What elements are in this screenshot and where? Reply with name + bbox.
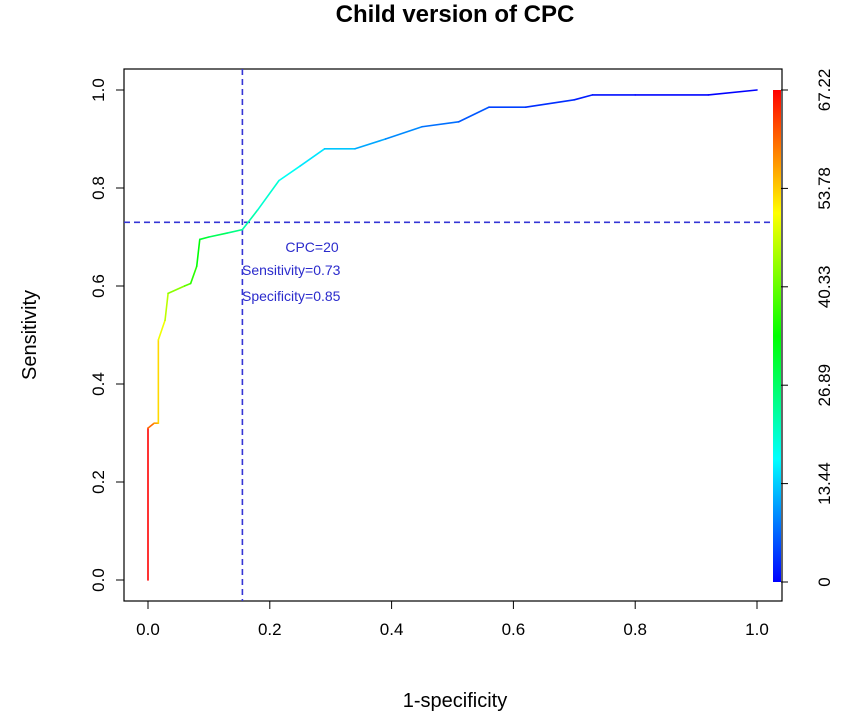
colorbar-ticks: 0 13.44 26.89 40.33 53.78 67.22 xyxy=(781,69,834,587)
x-axis-label: 1-specificity xyxy=(403,690,507,712)
colorbar-tick-label: 26.89 xyxy=(815,364,834,407)
roc-segment xyxy=(524,99,576,108)
roc-segment xyxy=(707,89,758,96)
roc-segment xyxy=(573,94,594,101)
roc-segment xyxy=(198,236,210,241)
y-axis-label: Sensitivity xyxy=(19,290,41,380)
x-tick-label: 1.0 xyxy=(745,620,769,639)
y-tick-label: 0.0 xyxy=(89,568,108,592)
y-tick-label: 0.6 xyxy=(89,274,108,298)
colorbar xyxy=(773,90,781,582)
y-tick-label: 0.4 xyxy=(89,372,108,396)
roc-segment xyxy=(299,148,326,167)
roc-segment xyxy=(241,209,259,231)
plot-frame xyxy=(123,68,783,602)
reference-lines xyxy=(124,69,782,601)
y-tick-label: 0.2 xyxy=(89,470,108,494)
roc-segment xyxy=(195,238,201,268)
roc-segment xyxy=(208,232,228,238)
x-tick-label: 0.6 xyxy=(502,620,526,639)
annotation-line: Specificity=0.85 xyxy=(242,288,341,304)
annotation-line: CPC=20 xyxy=(285,239,339,255)
roc-segment xyxy=(354,138,387,150)
x-tick-label: 0.4 xyxy=(380,620,404,639)
annotation-line: Sensitivity=0.73 xyxy=(242,262,341,278)
colorbar-tick-label: 13.44 xyxy=(815,462,834,505)
roc-segment xyxy=(164,292,169,322)
roc-segment xyxy=(256,179,280,211)
roc-segment xyxy=(167,285,186,295)
y-tick-label: 0.8 xyxy=(89,176,108,200)
roc-segment xyxy=(183,282,192,287)
x-tick-label: 0.8 xyxy=(623,620,647,639)
chart-title: Child version of CPC xyxy=(336,1,575,28)
colorbar-tick-label: 53.78 xyxy=(815,167,834,210)
roc-segment xyxy=(226,228,244,234)
roc-segment xyxy=(147,422,155,429)
roc-segment xyxy=(457,106,490,123)
x-axis: 0.0 0.2 0.4 0.6 0.8 1.0 xyxy=(136,600,769,639)
roc-segment xyxy=(157,319,166,341)
roc-segment xyxy=(278,165,302,182)
colorbar-tick-label: 0 xyxy=(815,577,834,586)
x-tick-label: 0.0 xyxy=(136,620,160,639)
x-tick-label: 0.2 xyxy=(258,620,282,639)
roc-curve xyxy=(147,89,758,581)
roc-segment xyxy=(384,125,423,140)
roc-segment xyxy=(421,121,460,128)
cutoff-annotation: CPC=20 Sensitivity=0.73 Specificity=0.85 xyxy=(242,239,341,304)
colorbar-tick-label: 40.33 xyxy=(815,266,834,309)
y-axis: 0.0 0.2 0.4 0.6 0.8 1.0 xyxy=(89,78,125,592)
roc-segment xyxy=(189,265,198,285)
colorbar-tick-label: 67.22 xyxy=(815,69,834,112)
y-tick-label: 1.0 xyxy=(89,78,108,102)
